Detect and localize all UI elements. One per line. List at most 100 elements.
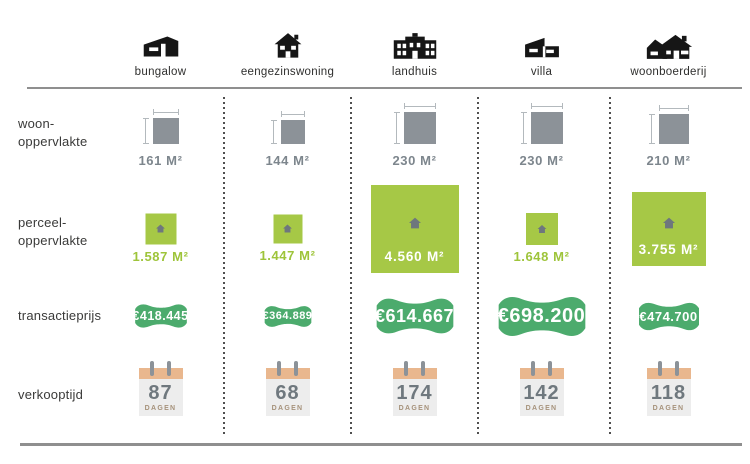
- column-separator: [477, 97, 479, 437]
- price-value: €614.667: [374, 305, 455, 326]
- calendar-pin-icon: [657, 361, 662, 376]
- header-bungalow: bungalow: [97, 0, 224, 88]
- days-unit: DAGEN: [271, 405, 304, 412]
- living-area-square: [648, 105, 689, 144]
- living-area-square: [393, 103, 436, 144]
- living-area-square: [142, 109, 179, 144]
- price-tag: €474.700: [633, 300, 705, 333]
- home-icon: [283, 224, 292, 233]
- width-ruler-icon: [403, 103, 436, 109]
- transactieprijs-landhuis: €614.667: [351, 285, 478, 347]
- home-icon: [408, 217, 421, 229]
- row-label-woonoppervlakte: woon- oppervlakte: [18, 116, 88, 150]
- header-spacer: [0, 0, 97, 88]
- calendar-pin-icon: [674, 361, 679, 376]
- price-tag-icon: [376, 298, 453, 334]
- verkooptijd-woonboerderij: 118 DAGEN: [605, 347, 732, 444]
- header-woonboerderij: woonboerderij: [605, 0, 732, 88]
- living-area-value: 230 M²: [392, 153, 437, 168]
- height-ruler-icon: [648, 114, 655, 144]
- calendar-pin-icon: [403, 361, 408, 376]
- plot-area-value: 1.447 M²: [259, 247, 316, 263]
- calendar-icon: 174 DAGEN: [392, 361, 437, 416]
- bottom-divider-line: [20, 443, 742, 446]
- country-house-icon: [392, 27, 438, 59]
- header-landhuis: landhuis: [351, 0, 478, 88]
- price-tag: €364.889: [260, 304, 316, 329]
- transactieprijs-villa: €698.200: [478, 285, 605, 347]
- calendar-icon: 87 DAGEN: [138, 361, 183, 416]
- days-value: 118: [650, 382, 687, 404]
- calendar-pin-icon: [547, 361, 552, 376]
- plot-area-square: [525, 212, 558, 245]
- calendar-icon: 68 DAGEN: [265, 361, 310, 416]
- plot-area-square: [273, 214, 302, 243]
- price-value: €698.200: [497, 304, 586, 327]
- price-value: €418.445: [132, 309, 189, 323]
- price-value: €474.700: [639, 308, 698, 324]
- width-ruler-icon: [658, 105, 689, 111]
- calendar-icon: 142 DAGEN: [519, 361, 564, 416]
- height-ruler-icon: [142, 118, 149, 144]
- price-tag: €614.667: [369, 295, 461, 337]
- height-ruler-icon: [270, 120, 277, 144]
- column-label: landhuis: [391, 66, 438, 78]
- days-unit: DAGEN: [652, 405, 685, 412]
- plot-area-value: 1.587 M²: [132, 248, 189, 264]
- living-area-square: [520, 103, 563, 144]
- woonoppervlakte-landhuis: 230 M²: [351, 88, 478, 172]
- days-value: 174: [396, 382, 433, 404]
- plot-area-value: 1.648 M²: [513, 248, 570, 264]
- home-icon: [537, 224, 546, 233]
- family-house-icon: [273, 27, 303, 59]
- comparison-grid: bungalow eengezinswoning landhuis villa: [0, 0, 732, 444]
- verkooptijd-landhuis: 174 DAGEN: [351, 347, 478, 444]
- days-unit: DAGEN: [398, 405, 431, 412]
- living-area-value: 161 M²: [138, 153, 183, 168]
- height-ruler-icon: [520, 112, 527, 144]
- row-label-verkooptijd: verkooptijd: [18, 387, 84, 403]
- farmhouse-icon: [645, 27, 693, 59]
- price-tag-icon: [498, 296, 585, 336]
- calendar-pin-icon: [149, 361, 154, 376]
- days-unit: DAGEN: [525, 405, 558, 412]
- column-separator: [350, 97, 352, 437]
- price-tag: €418.445: [130, 302, 192, 330]
- transactieprijs-woonboerderij: €474.700: [605, 285, 732, 347]
- calendar-icon: 118 DAGEN: [646, 361, 691, 416]
- plot-area-value: 4.560 M²: [384, 248, 445, 264]
- perceeloppervlakte-villa: 1.648 M²: [478, 172, 605, 285]
- days-value: 142: [523, 382, 560, 404]
- verkooptijd-bungalow: 87 DAGEN: [97, 347, 224, 444]
- perceeloppervlakte-woonboerderij: 3.755 M²: [605, 172, 732, 285]
- living-area-value: 144 M²: [265, 153, 310, 168]
- column-label: eengezinswoning: [240, 66, 335, 78]
- calendar-pin-icon: [166, 361, 171, 376]
- perceeloppervlakte-landhuis: 4.560 M²: [351, 172, 478, 285]
- header-villa: villa: [478, 0, 605, 88]
- column-label: woonboerderij: [630, 66, 707, 78]
- plot-area-value: 3.755 M²: [638, 241, 699, 257]
- bungalow-house-icon: [141, 27, 181, 59]
- width-ruler-icon: [280, 111, 305, 117]
- days-value: 68: [275, 382, 300, 404]
- header-eengezinswoning: eengezinswoning: [224, 0, 351, 88]
- transactieprijs-eengezinswoning: €364.889: [224, 285, 351, 347]
- column-label: villa: [530, 66, 553, 78]
- height-ruler-icon: [393, 112, 400, 144]
- price-tag-icon: [134, 304, 187, 328]
- woonoppervlakte-villa: 230 M²: [478, 88, 605, 172]
- villa-house-icon: [523, 27, 561, 59]
- column-label: bungalow: [134, 66, 187, 78]
- home-icon: [156, 224, 165, 233]
- header-divider-line: [27, 87, 742, 89]
- living-area-square: [270, 111, 305, 144]
- column-separator: [609, 97, 611, 437]
- verkooptijd-eengezinswoning: 68 DAGEN: [224, 347, 351, 444]
- transactieprijs-bungalow: €418.445: [97, 285, 224, 347]
- living-area-value: 210 M²: [646, 153, 691, 168]
- row-label-perceeloppervlakte: perceel- oppervlakte: [18, 215, 88, 249]
- plot-area-square: 4.560 M²: [370, 184, 459, 273]
- price-tag: €698.200: [490, 293, 594, 340]
